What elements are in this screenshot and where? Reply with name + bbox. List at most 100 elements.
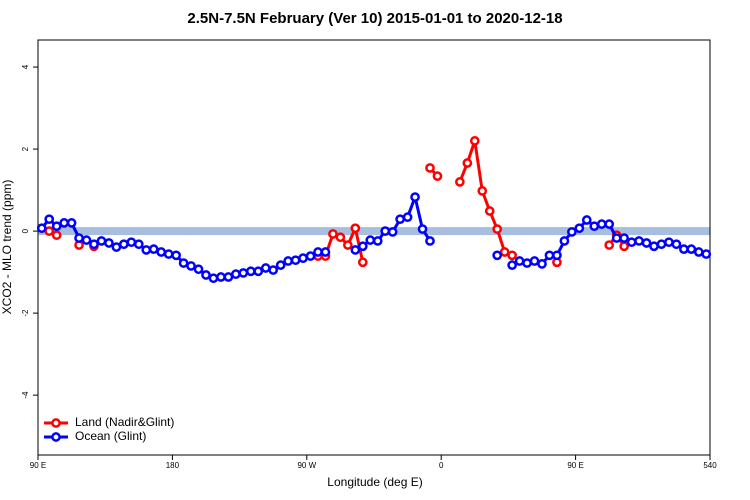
- data-point: [253, 266, 264, 277]
- data-point: [596, 219, 607, 229]
- data-point: [44, 226, 55, 236]
- chart-title: 2.5N-7.5N February (Ver 10) 2015-01-01 t…: [187, 10, 562, 27]
- data-point: [499, 247, 510, 257]
- data-point: [626, 237, 637, 248]
- legend-marker: [51, 432, 61, 442]
- data-point: [567, 227, 577, 237]
- data-point: [36, 223, 47, 234]
- data-point: [283, 256, 293, 266]
- data-point: [238, 268, 249, 278]
- data-point: [469, 136, 480, 146]
- data-point: [484, 206, 495, 216]
- data-point: [245, 266, 256, 277]
- x-tick-label: 0: [439, 461, 444, 470]
- data-point: [111, 242, 122, 252]
- data-point: [701, 249, 712, 259]
- data-point: [365, 235, 376, 245]
- data-point: [290, 255, 301, 266]
- data-point: [44, 214, 55, 225]
- data-point: [216, 272, 226, 282]
- data-point: [477, 186, 488, 196]
- data-point: [51, 230, 62, 241]
- data-point: [529, 256, 540, 266]
- data-point: [402, 212, 413, 223]
- data-point: [664, 237, 674, 248]
- data-point: [350, 223, 361, 234]
- data-point: [425, 236, 435, 246]
- data-point: [171, 250, 181, 261]
- data-point: [223, 272, 234, 282]
- data-point: [231, 269, 241, 280]
- data-point: [81, 235, 92, 245]
- data-point: [148, 244, 159, 254]
- data-point: [641, 238, 652, 248]
- data-point: [507, 260, 517, 270]
- data-point: [462, 158, 473, 168]
- data-point: [604, 219, 615, 229]
- data-point: [186, 261, 196, 271]
- data-point: [604, 240, 615, 250]
- data-point: [649, 241, 659, 252]
- data-point: [320, 247, 331, 257]
- data-point: [619, 241, 629, 252]
- data-point: [634, 236, 644, 246]
- data-point: [552, 250, 562, 261]
- data-point: [96, 236, 107, 246]
- data-point: [104, 238, 114, 248]
- data-point: [686, 244, 697, 254]
- data-point: [141, 245, 152, 255]
- y-axis-label: XCO2 - MLO trend (ppm): [0, 180, 14, 315]
- x-axis-label: Longitude (deg E): [327, 475, 422, 489]
- data-point: [455, 177, 465, 187]
- data-point: [656, 239, 667, 250]
- x-tick-label: 90 W: [297, 461, 316, 470]
- data-point: [260, 263, 271, 273]
- data-point: [275, 260, 286, 270]
- data-point: [432, 171, 443, 181]
- data-point: [298, 253, 308, 264]
- data-point: [328, 229, 338, 239]
- y-tick-label: 2: [21, 146, 30, 151]
- data-point: [671, 239, 682, 250]
- data-point: [350, 245, 361, 255]
- data-point: [119, 239, 129, 250]
- data-point: [425, 163, 435, 173]
- data-point: [126, 237, 137, 248]
- data-point: [581, 215, 592, 225]
- data-point: [619, 233, 629, 243]
- y-tick-label: 4: [21, 64, 30, 69]
- data-point: [268, 265, 279, 275]
- y-tick-label: 0: [21, 228, 30, 233]
- data-point: [305, 251, 316, 261]
- data-point: [522, 258, 532, 268]
- data-point: [335, 232, 346, 243]
- x-tick-label: 540: [703, 461, 717, 470]
- data-point: [395, 214, 405, 225]
- data-point: [410, 192, 420, 202]
- x-tick-label: 90 E: [30, 461, 46, 470]
- y-tick-label: -2: [21, 309, 30, 317]
- data-point: [74, 233, 84, 243]
- plot-frame: [37, 39, 711, 456]
- data-point: [208, 273, 219, 284]
- data-point: [559, 236, 570, 246]
- data-point: [59, 218, 69, 228]
- data-point: [357, 257, 368, 268]
- data-point: [156, 247, 167, 257]
- data-point: [537, 259, 547, 269]
- data-point: [611, 233, 622, 243]
- data-point: [679, 244, 689, 254]
- data-point: [544, 250, 555, 261]
- data-point: [372, 236, 383, 246]
- data-point: [514, 256, 525, 266]
- legend-label: Ocean (Glint): [75, 429, 146, 443]
- data-point: [193, 264, 204, 275]
- data-point: [201, 270, 211, 280]
- data-point: [357, 241, 368, 252]
- x-tick-label: 90 E: [567, 461, 583, 470]
- x-tick-label: 180: [166, 461, 180, 470]
- data-point: [492, 250, 503, 261]
- data-point: [387, 227, 398, 237]
- data-point: [178, 258, 189, 268]
- data-point: [589, 221, 600, 232]
